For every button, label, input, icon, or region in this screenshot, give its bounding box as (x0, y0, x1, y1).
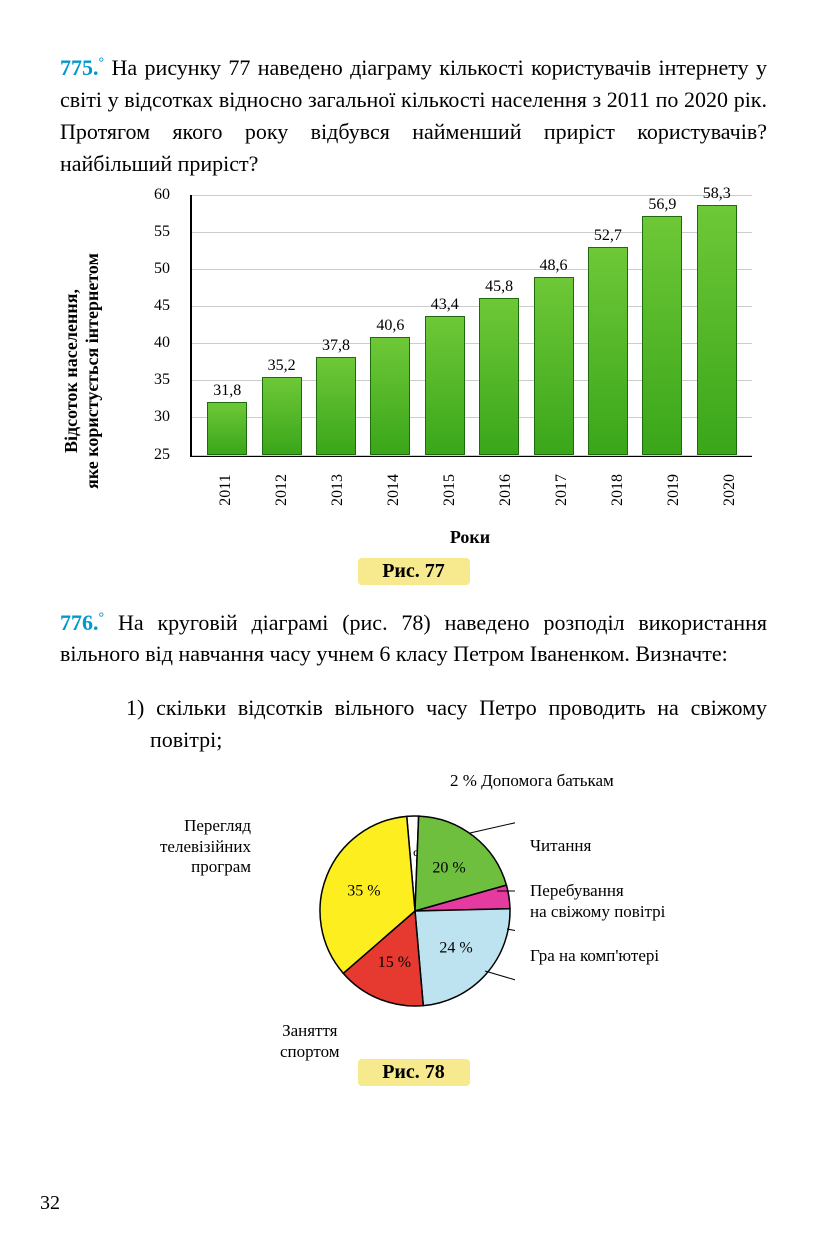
bar-value-label: 48,6 (540, 257, 568, 275)
bar-x-tick-label: 2017 (553, 468, 571, 512)
task-degree-776: ° (99, 610, 105, 625)
bar (425, 316, 465, 455)
ytick-label: 55 (154, 223, 170, 241)
task-number-776: 776.° (60, 610, 118, 635)
task-776-text: На круговій діаграмі (рис. 78) наведено … (60, 610, 767, 667)
bar-x-tick-label: 2013 (329, 468, 347, 512)
bar-column: 35,2 (260, 357, 304, 455)
bar-column: 52,7 (586, 227, 630, 455)
task-776-item1-text: скільки відсотків вільного часу Петро пр… (150, 695, 767, 752)
bar-plot-area: 253035404550556031,835,237,840,643,445,8… (190, 195, 752, 457)
task-degree: ° (99, 56, 105, 71)
bar-value-label: 56,9 (648, 196, 676, 214)
page-number: 32 (40, 1192, 60, 1215)
bar-column: 37,8 (314, 337, 358, 454)
bar-value-label: 31,8 (213, 382, 241, 400)
bar-column: 56,9 (640, 196, 684, 455)
bar-value-label: 37,8 (322, 337, 350, 355)
bar-x-tick-label: 2014 (385, 468, 403, 512)
bar-value-label: 58,3 (703, 185, 731, 203)
bar-value-label: 40,6 (376, 317, 404, 335)
task-775: 775.° На рисунку 77 наведено діаграму кі… (60, 52, 767, 180)
pie-label-computer: Гра на комп'ютері (530, 946, 659, 966)
bar (262, 377, 302, 455)
pie-label-tv: Переглядтелевізійнихпрограм (160, 816, 251, 877)
task-num-text-776: 776. (60, 610, 99, 635)
ytick-label: 40 (154, 334, 170, 352)
figure-78-caption: Рис. 78 (358, 1059, 470, 1086)
bar-x-tick-label: 2015 (441, 468, 459, 512)
bar (642, 216, 682, 455)
task-num-text: 775. (60, 55, 99, 80)
bar (370, 337, 410, 455)
pie-label-fresh-air: Перебуванняна свіжому повітрі (530, 881, 665, 922)
bar-y-axis-label: Відсоток населення,яке користується інте… (61, 253, 103, 489)
bar-chart-figure-77: Відсоток населення,яке користується інте… (140, 195, 760, 548)
pie-svg: 2 %20 %24 %15 %35 % (315, 811, 515, 1011)
gridline (192, 455, 752, 456)
bar-value-label: 45,8 (485, 278, 513, 296)
task-776-item1-num: 1) (126, 695, 144, 720)
bar (588, 247, 628, 455)
task-number-775: 775.° (60, 55, 112, 80)
pie-leader-line (485, 971, 515, 996)
task-776: 776.° На круговій діаграмі (рис. 78) нав… (60, 607, 767, 671)
pie-label-sport: Заняттяспортом (280, 1021, 340, 1062)
bar-value-label: 43,4 (431, 296, 459, 314)
bar-value-label: 35,2 (268, 357, 296, 375)
pie-slice-percent: 24 % (439, 940, 472, 957)
pie-chart-figure-78: 2 % 20 % 24 % 15 % 35 % 2 % Допомога батькам… (160, 771, 720, 1051)
bar (207, 402, 247, 455)
bar-x-tick-label: 2012 (273, 468, 291, 512)
bar-x-tick-label: 2018 (609, 468, 627, 512)
bar (534, 277, 574, 454)
ytick-label: 60 (154, 186, 170, 204)
bar-column: 43,4 (423, 296, 467, 455)
bar-column: 48,6 (532, 257, 576, 454)
bar-x-tick-label: 2020 (721, 468, 739, 512)
ytick-label: 35 (154, 371, 170, 389)
ytick-label: 50 (154, 260, 170, 278)
pie-slice (415, 909, 510, 1006)
task-776-item-1: 1) скільки відсотків вільного часу Петро… (110, 692, 767, 756)
task-775-text: На рисунку 77 наведено діаграму кількост… (60, 55, 767, 176)
pie-lbl-0: Допомога батькам (481, 771, 614, 790)
pie-label-parents-percent: 2 % Допомога батькам (450, 771, 614, 791)
ytick-label: 45 (154, 297, 170, 315)
pie-leader-line (470, 816, 515, 833)
bar (479, 298, 519, 455)
bar-column: 58,3 (695, 185, 739, 454)
ytick-label: 30 (154, 408, 170, 426)
bar-x-tick-label: 2011 (217, 468, 235, 512)
bar-x-labels: 2011201220132014201520162017201820192020 (190, 457, 766, 499)
bar-column: 40,6 (368, 317, 412, 455)
bar-x-tick-label: 2019 (665, 468, 683, 512)
pie-slice-percent: 15 % (378, 954, 411, 971)
bar (697, 205, 737, 454)
bar (316, 357, 356, 454)
ytick-label: 25 (154, 446, 170, 464)
bar-value-label: 52,7 (594, 227, 622, 245)
bar-column: 45,8 (477, 278, 521, 455)
pie-label-reading: Читання (530, 836, 591, 856)
pie-pct-0: 2 % (450, 771, 477, 790)
bar-x-tick-label: 2016 (497, 468, 515, 512)
bar-x-axis-label: Роки (190, 527, 750, 548)
bars-container: 31,835,237,840,643,445,848,652,756,958,3 (192, 195, 752, 455)
figure-77-caption: Рис. 77 (358, 558, 470, 585)
bar-column: 31,8 (205, 382, 249, 455)
pie-slice-percent: 35 % (347, 882, 380, 899)
pie-slice-percent: 20 % (432, 860, 465, 877)
